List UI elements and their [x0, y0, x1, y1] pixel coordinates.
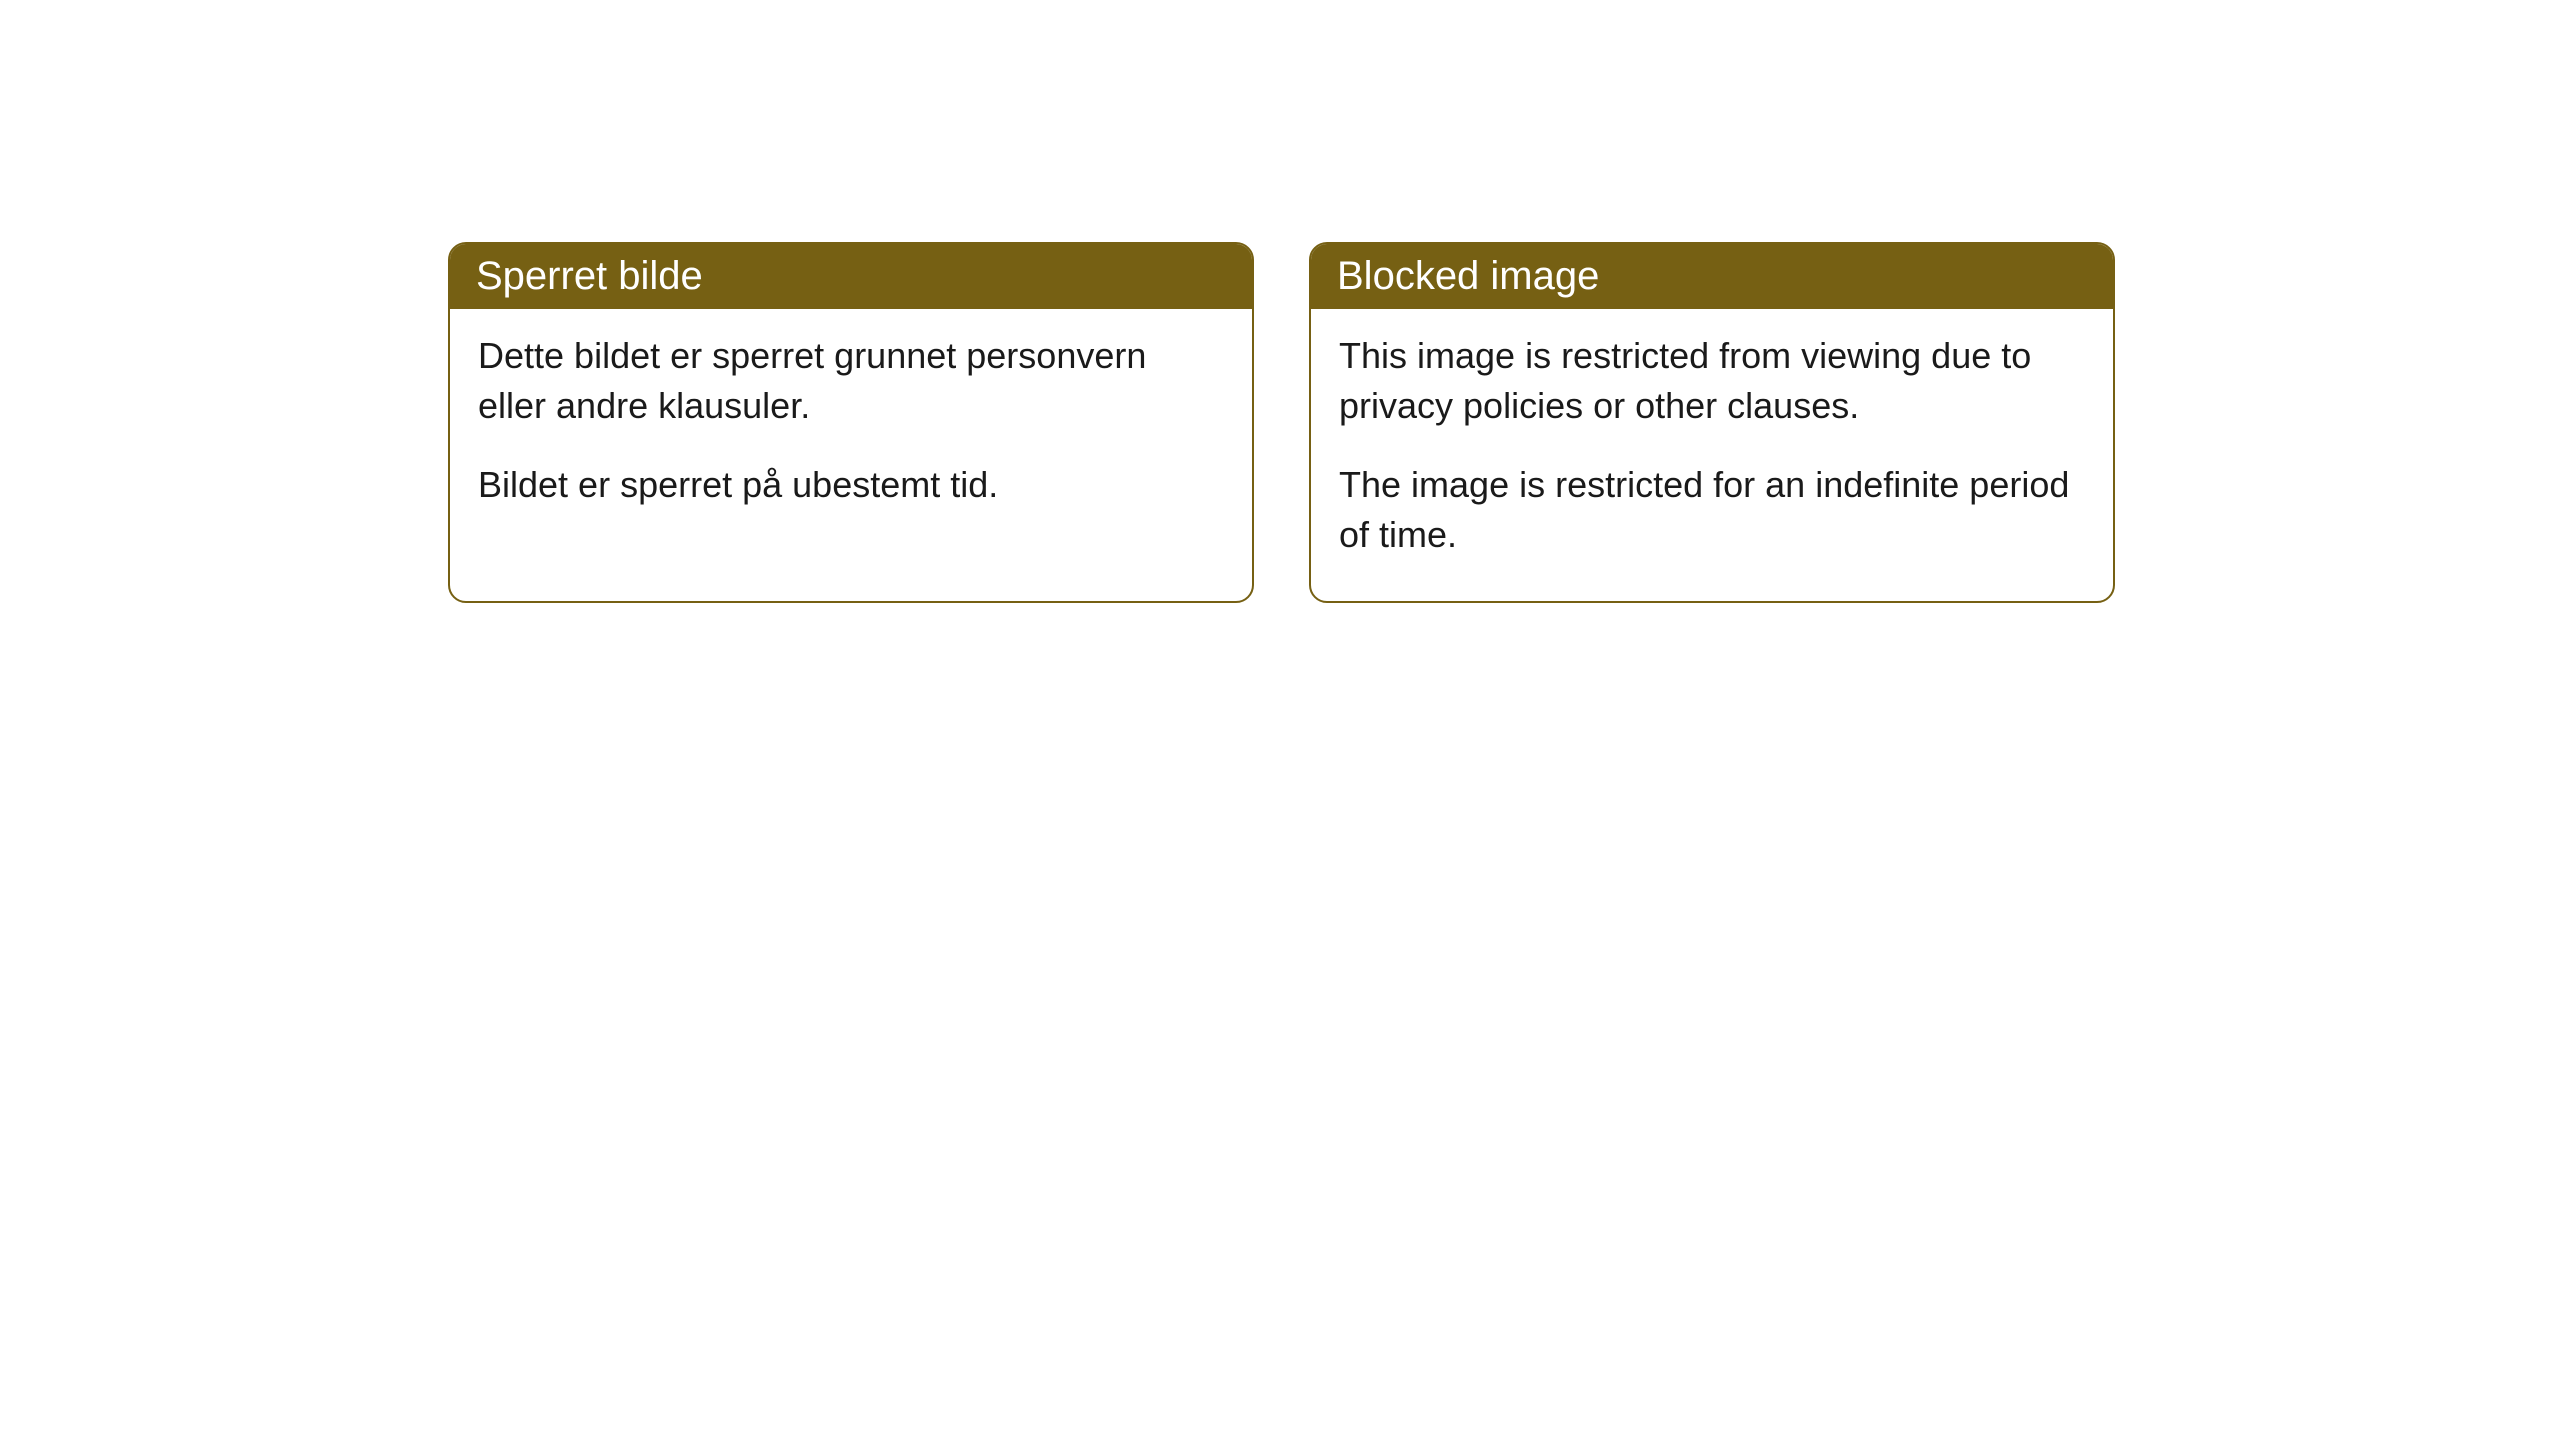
- card-body-no: Dette bildet er sperret grunnet personve…: [450, 309, 1252, 550]
- card-header-no: Sperret bilde: [450, 244, 1252, 309]
- blocked-image-card-en: Blocked image This image is restricted f…: [1309, 242, 2115, 603]
- card-header-en: Blocked image: [1311, 244, 2113, 309]
- card-body-en: This image is restricted from viewing du…: [1311, 309, 2113, 601]
- card-paragraph-1-en: This image is restricted from viewing du…: [1339, 331, 2085, 432]
- blocked-image-card-no: Sperret bilde Dette bildet er sperret gr…: [448, 242, 1254, 603]
- card-paragraph-1-no: Dette bildet er sperret grunnet personve…: [478, 331, 1224, 432]
- card-paragraph-2-en: The image is restricted for an indefinit…: [1339, 460, 2085, 561]
- card-paragraph-2-no: Bildet er sperret på ubestemt tid.: [478, 460, 1224, 510]
- notice-cards-container: Sperret bilde Dette bildet er sperret gr…: [448, 242, 2115, 603]
